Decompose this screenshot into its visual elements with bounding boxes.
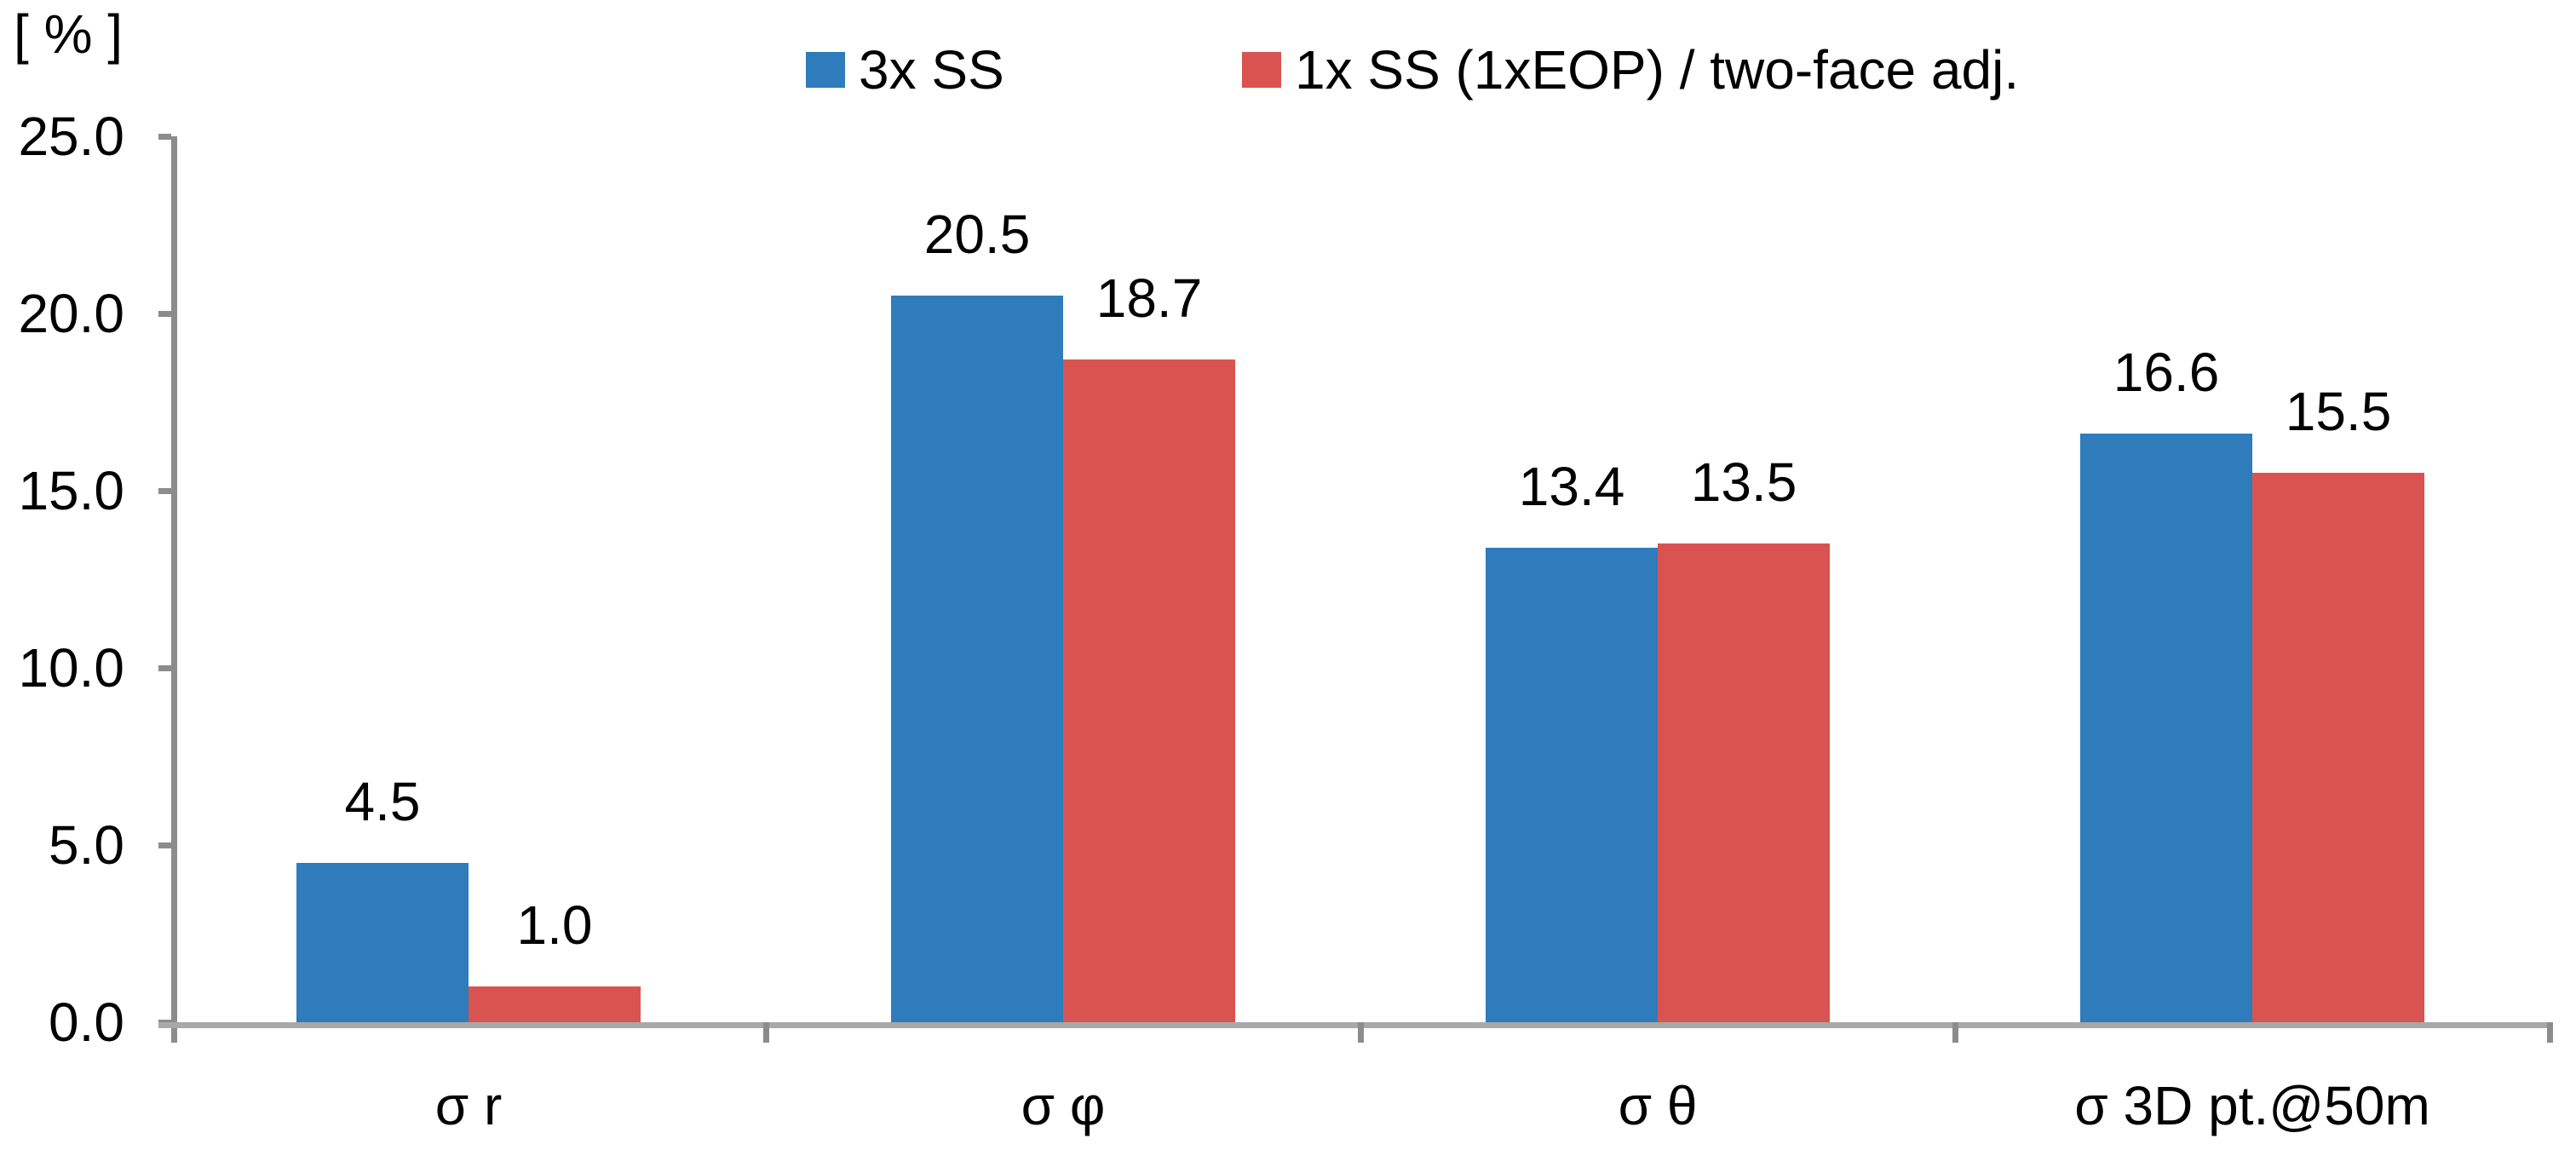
y-tick-label: 20.0 (18, 283, 124, 344)
category-label: σ r (434, 1075, 503, 1136)
x-tick-mark (1358, 1022, 1364, 1043)
y-tick-mark (158, 311, 171, 317)
category-label: σ 3D pt.@50m (2074, 1075, 2430, 1136)
bar-value-label: 1.0 (516, 894, 593, 956)
bar-3x-ss (296, 863, 469, 1022)
y-tick-label: 25.0 (18, 106, 124, 167)
y-axis-line (171, 136, 177, 1043)
bar-value-label: 16.6 (2113, 342, 2220, 403)
y-tick-mark (158, 842, 171, 848)
bar-value-label: 13.5 (1690, 451, 1797, 513)
legend-label: 3x SS (859, 39, 1004, 101)
y-tick-mark (158, 665, 171, 671)
legend-swatch-1x-ss (1242, 52, 1281, 88)
x-tick-mark (763, 1022, 769, 1043)
bar-value-label: 20.5 (923, 204, 1031, 265)
y-tick-label: 0.0 (49, 992, 124, 1053)
legend-label: 1x SS (1xEOP) / two-face adj. (1295, 39, 2020, 101)
legend-swatch-3x-ss (806, 52, 845, 88)
x-tick-mark (2547, 1022, 2553, 1043)
y-tick-mark (158, 488, 171, 494)
bar-1x-ss (2252, 473, 2424, 1022)
category-label: σ θ (1618, 1075, 1698, 1136)
bar-1x-ss (1063, 359, 1235, 1022)
bar-value-label: 13.4 (1518, 456, 1625, 517)
bar-3x-ss (891, 296, 1063, 1022)
category-label: σ φ (1021, 1075, 1106, 1136)
x-axis-line (158, 1022, 2550, 1028)
bar-value-label: 18.7 (1095, 267, 1203, 329)
bar-value-label: 4.5 (344, 771, 421, 832)
y-axis-unit-label: [ % ] (14, 3, 124, 65)
bar-3x-ss (1486, 548, 1658, 1022)
y-tick-label: 10.0 (18, 637, 124, 699)
y-tick-label: 5.0 (49, 814, 124, 876)
bar-3x-ss (2080, 434, 2252, 1022)
bar-1x-ss (1658, 543, 1830, 1022)
bar-value-label: 15.5 (2285, 381, 2392, 442)
y-tick-mark (158, 134, 171, 140)
x-tick-mark (1952, 1022, 1958, 1043)
y-tick-label: 15.0 (18, 460, 124, 521)
bar-1x-ss (469, 986, 641, 1022)
